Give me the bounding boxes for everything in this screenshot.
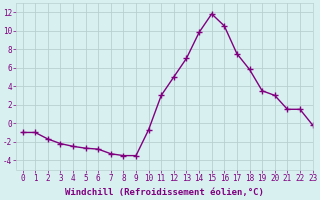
X-axis label: Windchill (Refroidissement éolien,°C): Windchill (Refroidissement éolien,°C) — [65, 188, 264, 197]
